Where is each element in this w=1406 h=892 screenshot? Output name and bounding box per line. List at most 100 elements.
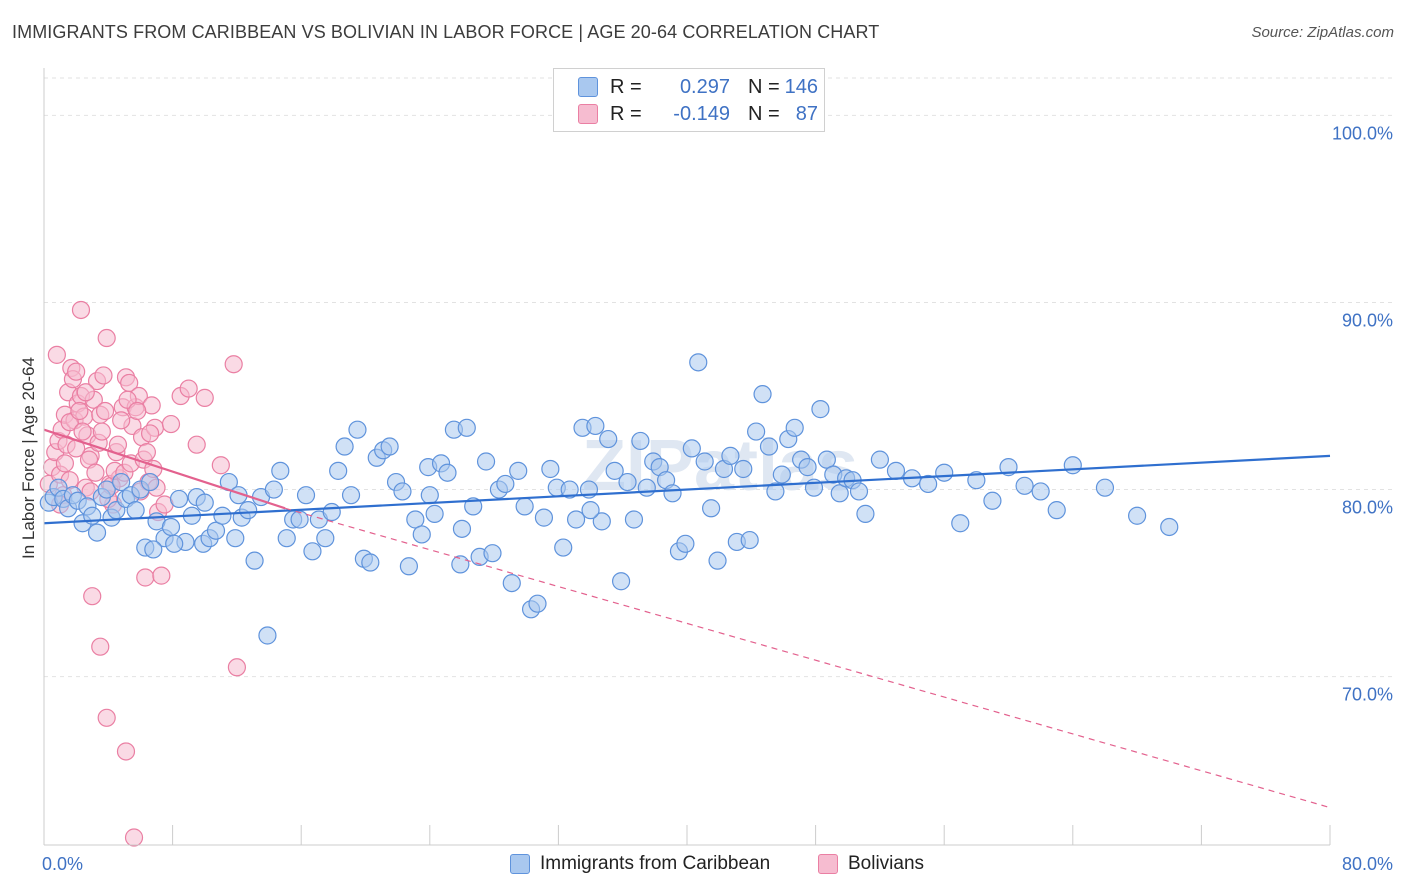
axes: 70.0% 80.0% 90.0% 100.0% 0.0% 80.0% bbox=[42, 68, 1393, 874]
point-caribbean bbox=[483, 544, 502, 563]
point-bolivians bbox=[211, 456, 230, 475]
point-caribbean bbox=[476, 452, 496, 471]
point-caribbean bbox=[316, 529, 335, 548]
point-caribbean bbox=[169, 489, 189, 509]
point-caribbean bbox=[785, 418, 804, 437]
point-caribbean bbox=[502, 573, 521, 593]
point-caribbean bbox=[798, 458, 817, 477]
point-bolivians bbox=[94, 366, 113, 385]
point-caribbean bbox=[967, 471, 986, 490]
point-caribbean bbox=[97, 480, 116, 499]
bottom-legend-label-caribbean: Immigrants from Caribbean bbox=[540, 853, 771, 874]
point-caribbean bbox=[161, 517, 181, 537]
point-caribbean bbox=[721, 446, 740, 465]
point-bolivians bbox=[161, 414, 181, 434]
point-caribbean bbox=[322, 502, 341, 522]
point-caribbean bbox=[245, 551, 264, 570]
point-caribbean bbox=[676, 534, 695, 553]
point-caribbean bbox=[999, 458, 1018, 477]
point-bolivians bbox=[97, 708, 116, 727]
point-caribbean bbox=[624, 510, 644, 529]
bottom-legend-bolivians: Bolivians bbox=[818, 852, 924, 876]
point-bolivians bbox=[136, 568, 155, 587]
point-caribbean bbox=[296, 486, 316, 505]
point-caribbean bbox=[682, 439, 701, 458]
point-caribbean bbox=[605, 461, 624, 480]
point-caribbean bbox=[772, 465, 791, 484]
series-bolivians-points bbox=[39, 300, 246, 847]
point-bolivians bbox=[116, 742, 136, 761]
bottom-legend-swatch-bolivians bbox=[818, 854, 838, 874]
point-caribbean bbox=[702, 499, 721, 518]
y-axis-label: In Labor Force | Age 20-64 bbox=[19, 357, 38, 559]
legend-swatch-caribbean bbox=[578, 77, 598, 97]
point-caribbean bbox=[1047, 501, 1066, 520]
point-bolivians bbox=[195, 388, 214, 407]
point-caribbean bbox=[226, 529, 245, 548]
point-caribbean bbox=[592, 512, 611, 531]
point-caribbean bbox=[264, 480, 283, 499]
point-caribbean bbox=[599, 429, 618, 449]
point-caribbean bbox=[734, 459, 753, 479]
point-caribbean bbox=[165, 534, 184, 553]
legend-n-value: 146 bbox=[784, 75, 818, 98]
point-caribbean bbox=[1031, 482, 1050, 501]
point-caribbean bbox=[689, 353, 708, 372]
chart-title: IMMIGRANTS FROM CARIBBEAN VS BOLIVIAN IN… bbox=[12, 22, 880, 42]
point-caribbean bbox=[380, 437, 399, 456]
point-bolivians bbox=[124, 828, 144, 847]
point-bolivians bbox=[95, 401, 115, 421]
point-caribbean bbox=[1160, 517, 1179, 537]
point-caribbean bbox=[277, 529, 296, 548]
legend-swatch-bolivians bbox=[578, 104, 598, 124]
trend-lines bbox=[43, 428, 1331, 809]
point-bolivians bbox=[47, 345, 66, 364]
point-caribbean bbox=[747, 422, 766, 441]
point-caribbean bbox=[951, 514, 970, 533]
point-caribbean bbox=[566, 510, 586, 529]
point-caribbean bbox=[412, 525, 431, 544]
point-caribbean bbox=[515, 497, 534, 516]
point-caribbean bbox=[560, 480, 579, 499]
point-bolivians bbox=[73, 422, 92, 441]
point-caribbean bbox=[206, 521, 226, 540]
point-caribbean bbox=[581, 501, 600, 520]
point-caribbean bbox=[425, 504, 444, 523]
point-bolivians bbox=[71, 300, 91, 320]
point-bolivians bbox=[108, 435, 128, 454]
point-caribbean bbox=[126, 501, 145, 520]
y-tick-label: 70.0% bbox=[1342, 685, 1393, 705]
legend-r-value: 0.297 bbox=[679, 75, 730, 98]
point-bolivians bbox=[76, 383, 95, 402]
point-caribbean bbox=[290, 510, 309, 529]
point-caribbean bbox=[740, 530, 759, 550]
point-caribbean bbox=[451, 555, 470, 574]
point-caribbean bbox=[335, 437, 354, 456]
point-caribbean bbox=[452, 519, 472, 538]
point-caribbean bbox=[611, 572, 631, 591]
point-caribbean bbox=[195, 493, 214, 512]
point-caribbean bbox=[856, 504, 875, 523]
trend-line-bolivians bbox=[43, 428, 286, 510]
point-caribbean bbox=[849, 482, 869, 501]
point-bolivians bbox=[152, 566, 171, 585]
point-caribbean bbox=[817, 450, 836, 469]
point-caribbean bbox=[329, 461, 348, 480]
point-bolivians bbox=[83, 587, 102, 606]
bottom-legend-caribbean: Immigrants from Caribbean bbox=[510, 852, 770, 876]
point-caribbean bbox=[509, 461, 528, 480]
point-bolivians bbox=[55, 454, 74, 473]
point-caribbean bbox=[554, 538, 573, 557]
point-caribbean bbox=[393, 482, 412, 501]
point-caribbean bbox=[361, 553, 380, 572]
legend-n-label: N = bbox=[748, 75, 780, 98]
legend-n-value: 87 bbox=[795, 102, 818, 125]
point-caribbean bbox=[258, 626, 277, 645]
point-bolivians bbox=[97, 328, 116, 348]
x-tick-label: 80.0% bbox=[1342, 854, 1393, 874]
point-caribbean bbox=[935, 463, 954, 482]
point-caribbean bbox=[457, 418, 476, 437]
point-caribbean bbox=[708, 551, 727, 570]
point-caribbean bbox=[464, 497, 483, 516]
